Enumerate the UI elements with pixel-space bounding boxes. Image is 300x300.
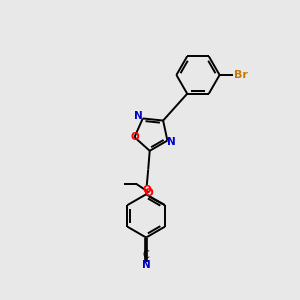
Text: C: C bbox=[143, 250, 149, 260]
Text: N: N bbox=[142, 260, 151, 270]
Text: O: O bbox=[142, 185, 151, 195]
Text: N: N bbox=[167, 137, 176, 147]
Text: O: O bbox=[145, 188, 154, 197]
Text: N: N bbox=[134, 111, 143, 121]
Text: O: O bbox=[130, 132, 139, 142]
Text: Br: Br bbox=[234, 70, 248, 80]
